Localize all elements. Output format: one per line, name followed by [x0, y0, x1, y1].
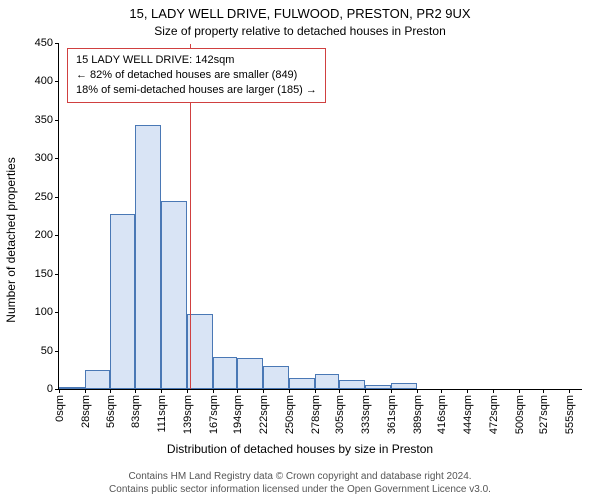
x-tick-label: 444sqm: [460, 389, 474, 434]
x-tick-label: 500sqm: [512, 389, 526, 434]
y-tick: 50: [41, 345, 59, 357]
histogram-bar: [110, 214, 135, 389]
y-tick: 350: [35, 114, 59, 126]
x-tick-label: 250sqm: [282, 389, 296, 434]
x-axis-label: Distribution of detached houses by size …: [0, 442, 600, 456]
histogram-bar: [135, 125, 161, 389]
histogram-bar: [315, 374, 340, 389]
x-tick-label: 305sqm: [332, 389, 346, 434]
x-tick-label: 555sqm: [562, 389, 576, 434]
footer-attribution: Contains HM Land Registry data © Crown c…: [0, 470, 600, 496]
x-tick-label: 56sqm: [103, 389, 117, 428]
annot-line-1: 15 LADY WELL DRIVE: 142sqm: [76, 53, 317, 68]
y-tick: 200: [35, 229, 59, 241]
x-tick-label: 167sqm: [206, 389, 220, 434]
x-tick-label: 389sqm: [410, 389, 424, 434]
histogram-bar: [289, 378, 315, 389]
y-tick: 450: [35, 37, 59, 49]
histogram-bar: [213, 357, 238, 389]
histogram-bar: [237, 358, 263, 389]
y-tick: 150: [35, 268, 59, 280]
histogram-bar: [85, 370, 111, 389]
x-tick-label: 139sqm: [180, 389, 194, 434]
annot-line-3: 18% of semi-detached houses are larger (…: [76, 83, 317, 98]
y-tick: 400: [35, 75, 59, 87]
x-tick-label: 278sqm: [308, 389, 322, 434]
footer-line-2: Contains public sector information licen…: [0, 483, 600, 496]
y-tick: 100: [35, 306, 59, 318]
x-tick-label: 83sqm: [128, 389, 142, 428]
annot-line-2: ← 82% of detached houses are smaller (84…: [76, 68, 317, 83]
footer-line-1: Contains HM Land Registry data © Crown c…: [0, 470, 600, 483]
histogram-bar: [339, 380, 365, 389]
x-tick-label: 527sqm: [536, 389, 550, 434]
x-tick-label: 111sqm: [154, 389, 168, 433]
x-tick-label: 333sqm: [358, 389, 372, 434]
x-tick-label: 0sqm: [52, 389, 66, 422]
y-axis-label: Number of detached properties: [4, 75, 18, 240]
histogram-plot: 15 LADY WELL DRIVE: 142sqm ← 82% of deta…: [58, 44, 582, 390]
histogram-bar: [263, 366, 289, 389]
x-tick-label: 361sqm: [384, 389, 398, 434]
title-line-1: 15, LADY WELL DRIVE, FULWOOD, PRESTON, P…: [0, 6, 600, 21]
x-tick-label: 194sqm: [230, 389, 244, 434]
histogram-bar: [161, 201, 187, 389]
histogram-bar: [187, 314, 213, 389]
x-tick-label: 28sqm: [78, 389, 92, 428]
annotation-box: 15 LADY WELL DRIVE: 142sqm ← 82% of deta…: [67, 48, 326, 103]
x-tick-label: 222sqm: [256, 389, 270, 434]
y-tick: 300: [35, 152, 59, 164]
x-tick-label: 416sqm: [434, 389, 448, 434]
x-tick-label: 472sqm: [486, 389, 500, 434]
title-line-2: Size of property relative to detached ho…: [0, 24, 600, 38]
y-tick: 250: [35, 191, 59, 203]
